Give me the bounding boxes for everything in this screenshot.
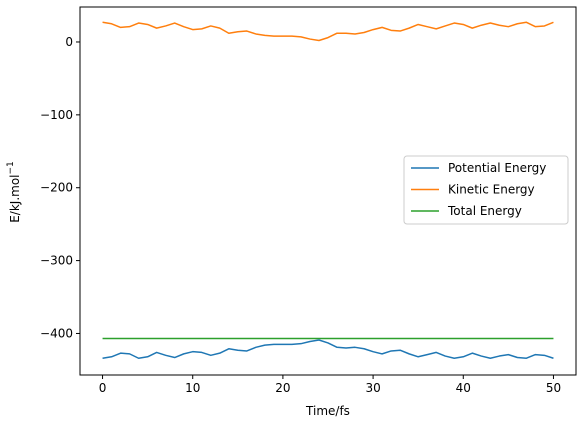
x-tick-label: 10 [185,381,200,395]
series-group [102,339,554,359]
legend-label: Kinetic Energy [448,183,535,197]
series-group [102,21,554,42]
legend-label: Potential Energy [448,161,546,175]
plot-frame [79,6,577,376]
y-tick-label: −300 [40,254,73,268]
y-axis-label: E/kJ.mol−1 [6,161,22,223]
y-tick-label: −100 [40,108,73,122]
legend-item: Potential Energy [411,161,546,175]
legend-item: Total Energy [411,204,522,218]
y-axis-label-main: E/kJ.mol [8,174,22,222]
series-layer [102,21,554,359]
legend-label: Total Energy [447,204,522,218]
series-line-potential-energy [102,339,554,359]
x-tick-label: 50 [546,381,561,395]
x-tick-label: 0 [99,381,107,395]
y-axis: 0 −100 −200 −300 −400 [40,35,80,340]
x-axis-label: Time/fs [305,404,350,418]
x-tick-label: 30 [365,381,380,395]
y-axis-label-superscript: −1 [6,161,16,174]
series-line-kinetic-energy [102,21,554,42]
legend: Potential Energy Kinetic Energy Total Ener… [403,155,569,225]
x-tick-label: 40 [456,381,471,395]
legend-box [403,155,569,225]
x-tick-label: 20 [275,381,290,395]
x-axis: 0 10 20 30 40 50 [99,375,561,395]
legend-item: Kinetic Energy [411,183,535,197]
y-tick-label: −200 [40,181,73,195]
plot-area [79,6,577,376]
y-tick-label: −400 [40,326,73,340]
y-tick-label: 0 [65,35,73,49]
